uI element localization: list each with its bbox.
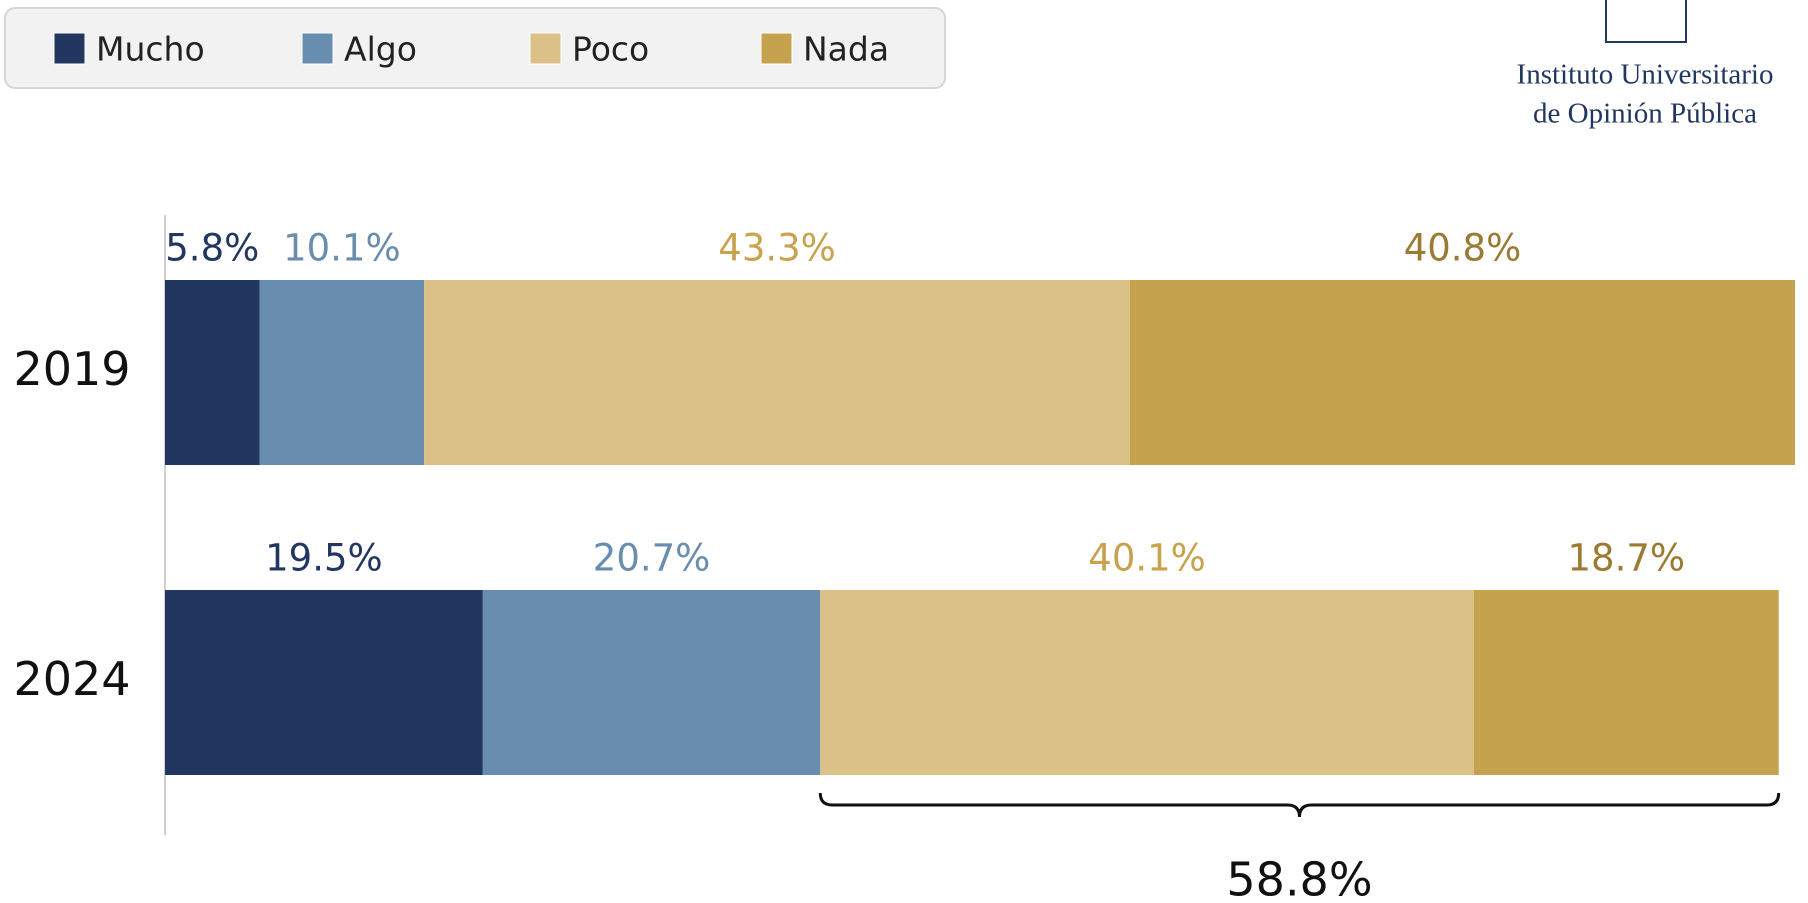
legend-label: Algo [344,30,417,69]
value-label: 19.5% [265,537,383,580]
value-label: 43.3% [718,227,836,270]
legend-swatch [301,32,334,65]
legend-swatch [53,32,86,65]
logo-box [1605,0,1687,43]
value-label: 40.8% [1404,227,1522,270]
bar-segment [259,280,425,465]
value-label: 18.7% [1568,537,1686,580]
value-label: 5.8% [165,227,259,270]
y-tick-label: 2019 [13,342,130,396]
legend-label: Poco [572,30,649,69]
value-label: 40.1% [1088,537,1206,580]
legend-swatch [529,32,562,65]
brace [818,792,1781,818]
bar-segment [1473,590,1779,775]
bar-segment [424,280,1130,465]
logo-text: Instituto Universitario [1517,59,1774,91]
bar-segment [482,590,821,775]
legend-swatch [760,32,793,65]
brace-label: 58.8% [1226,853,1372,903]
logo-text: de Opinión Pública [1533,98,1757,130]
value-label: 20.7% [593,537,711,580]
bar-segment [820,590,1474,775]
legend-box [4,7,946,89]
logo: Instituto Universitario de Opinión Públi… [1517,0,1774,130]
bar-segment [165,280,260,465]
value-label: 10.1% [283,227,401,270]
bar-segment [165,590,483,775]
y-tick-label: 2024 [13,652,130,706]
bar-segment [1129,280,1795,465]
legend-label: Mucho [96,30,205,69]
legend-label: Nada [803,30,889,69]
